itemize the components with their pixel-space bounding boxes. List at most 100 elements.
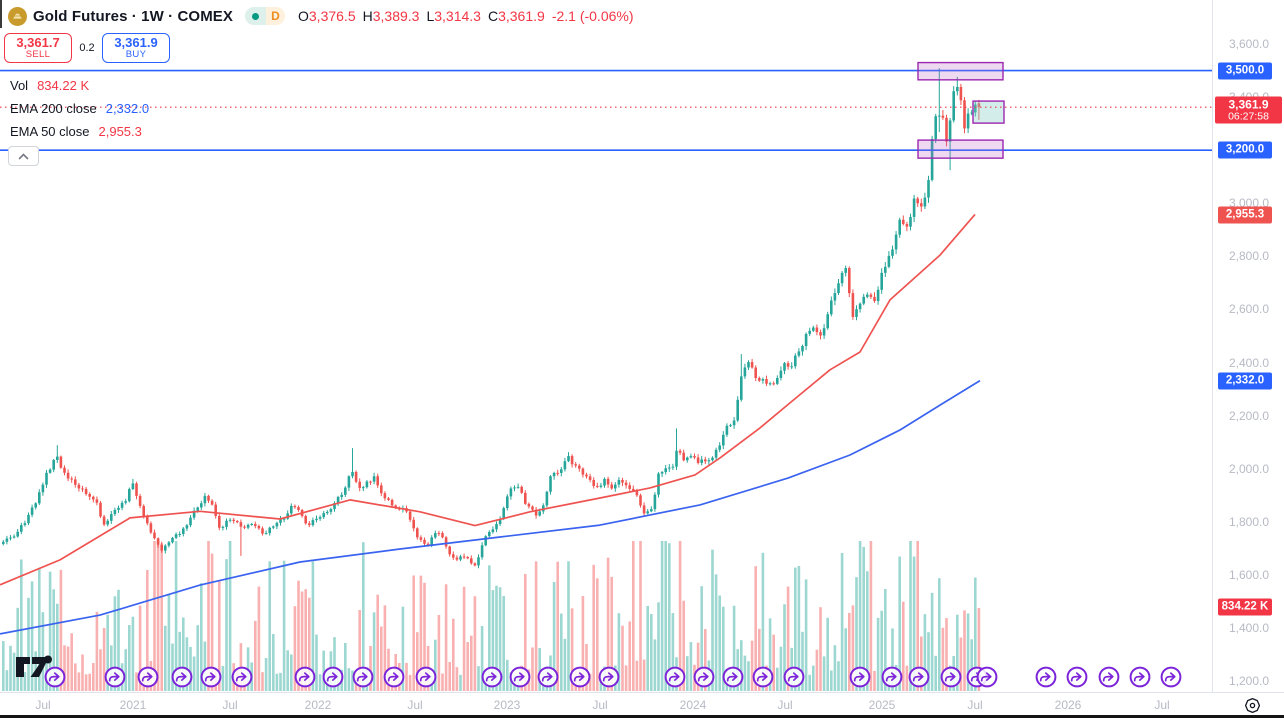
indicator-legend: Vol 834.22 K EMA 200 close 2,332.0 EMA 5… (10, 74, 149, 143)
contract-rollover-icon[interactable] (1098, 666, 1120, 688)
candle-body (178, 533, 181, 535)
time-axis[interactable]: Jul 2021 Jul 2022 Jul 2023 Jul 2024 Jul 2025 Jul 20… (0, 692, 1284, 718)
candle-body (16, 531, 19, 537)
candle-body (545, 491, 549, 506)
candle-body (714, 449, 718, 458)
price-axis[interactable]: 3,600.03,400.03,000.02,800.02,600.02,400… (1212, 0, 1284, 692)
contract-rollover-icon[interactable] (1066, 666, 1088, 688)
candle-body (207, 495, 210, 501)
volume-bar (682, 600, 685, 691)
legend-row-ema200[interactable]: EMA 200 close 2,332.0 (10, 97, 149, 120)
contract-rollover-icon[interactable] (881, 666, 903, 688)
contract-rollover-icon[interactable] (752, 666, 774, 688)
contract-rollover-icon[interactable] (294, 666, 316, 688)
contract-rollover-icon[interactable] (200, 666, 222, 688)
legend-row-ema50[interactable]: EMA 50 close 2,955.3 (10, 120, 149, 143)
contract-rollover-icon[interactable] (693, 666, 715, 688)
volume-bar (743, 655, 747, 691)
legend-collapse-button[interactable] (8, 146, 39, 166)
volume-bar (372, 612, 376, 691)
market-status-pill[interactable]: D (245, 7, 285, 25)
candle-body (272, 526, 275, 528)
candle-body (495, 524, 498, 530)
hline-price-badge[interactable]: 3,500.0 (1218, 62, 1272, 80)
volume-bar (200, 583, 203, 691)
contract-rollover-icon[interactable] (231, 666, 253, 688)
volume-bar (880, 610, 883, 691)
candle-body (444, 537, 448, 547)
supply-zone-box[interactable] (917, 61, 1004, 81)
volume-bar (923, 614, 927, 691)
symbol-title[interactable]: Gold Futures · 1W · COMEX (33, 7, 233, 25)
candle-body (66, 472, 70, 479)
candle-body (12, 536, 16, 538)
volume-bar (930, 592, 934, 691)
candle-body (329, 509, 333, 512)
volume-bar (380, 626, 383, 691)
legend-row-volume[interactable]: Vol 834.22 K (10, 74, 149, 97)
contract-rollover-icon[interactable] (976, 666, 998, 688)
contract-rollover-icon[interactable] (940, 666, 962, 688)
buy-button[interactable]: 3,361.9 BUY (102, 33, 170, 63)
candle-body (74, 479, 77, 485)
contract-rollover-icon[interactable] (481, 666, 503, 688)
contract-rollover-icon[interactable] (383, 666, 405, 688)
contract-rollover-icon[interactable] (664, 666, 686, 688)
contract-rollover-icon[interactable] (104, 666, 126, 688)
candle-body (880, 272, 883, 290)
volume-bar (66, 646, 70, 691)
contract-rollover-icon[interactable] (1035, 666, 1057, 688)
contract-rollover-icon[interactable] (44, 666, 66, 688)
contract-rollover-icon[interactable] (137, 666, 159, 688)
contract-rollover-icon[interactable] (722, 666, 744, 688)
buy-price: 3,361.9 (114, 34, 158, 50)
volume-bar (455, 667, 459, 691)
sell-button[interactable]: 3,361.7 SELL (4, 33, 72, 63)
candle-body (729, 425, 732, 427)
candle-body (380, 485, 383, 494)
volume-bar (898, 556, 901, 691)
candle-body (254, 524, 257, 526)
contract-rollover-icon[interactable] (537, 666, 559, 688)
contract-rollover-icon[interactable] (908, 666, 930, 688)
contract-rollover-icon[interactable] (415, 666, 437, 688)
contract-rollover-icon[interactable] (783, 666, 805, 688)
demand-zone-box[interactable] (917, 139, 1004, 159)
time-axis-label: 2022 (304, 698, 332, 712)
candle-body (516, 486, 520, 488)
candle-body (758, 377, 761, 381)
contract-rollover-icon[interactable] (352, 666, 374, 688)
contract-rollover-icon[interactable] (171, 666, 193, 688)
chart-canvas[interactable] (0, 0, 1212, 692)
candle-body (754, 367, 757, 378)
candle-body (246, 524, 250, 528)
volume-bar (624, 665, 628, 691)
candle-body (419, 537, 423, 540)
candle-body (38, 492, 41, 504)
contract-rollover-icon[interactable] (849, 666, 871, 688)
candle-body (261, 528, 264, 534)
volume-bar (81, 654, 84, 691)
axis-settings-corner[interactable] (1232, 694, 1272, 716)
contract-rollover-icon[interactable] (598, 666, 620, 688)
candle-body (664, 468, 667, 473)
candle-body (628, 485, 631, 489)
hline-price-badge[interactable]: 3,200.0 (1218, 141, 1272, 159)
candle-body (20, 525, 23, 532)
candle-body (653, 494, 657, 510)
volume-bar (862, 546, 865, 691)
volume-bar (95, 611, 99, 691)
consolidation-zone-box[interactable] (972, 100, 1005, 124)
contract-rollover-icon[interactable] (569, 666, 591, 688)
contract-rollover-icon[interactable] (322, 666, 344, 688)
volume-bar (74, 663, 77, 691)
tradingview-logo[interactable] (13, 650, 57, 682)
contract-rollover-icon[interactable] (1160, 666, 1182, 688)
contract-rollover-icon[interactable] (509, 666, 531, 688)
candle-body (743, 367, 747, 377)
candle-body (99, 502, 102, 517)
contract-rollover-icon[interactable] (1129, 666, 1151, 688)
volume-bar (711, 549, 714, 691)
volume-bar (722, 606, 725, 691)
volume-bar (851, 605, 855, 691)
